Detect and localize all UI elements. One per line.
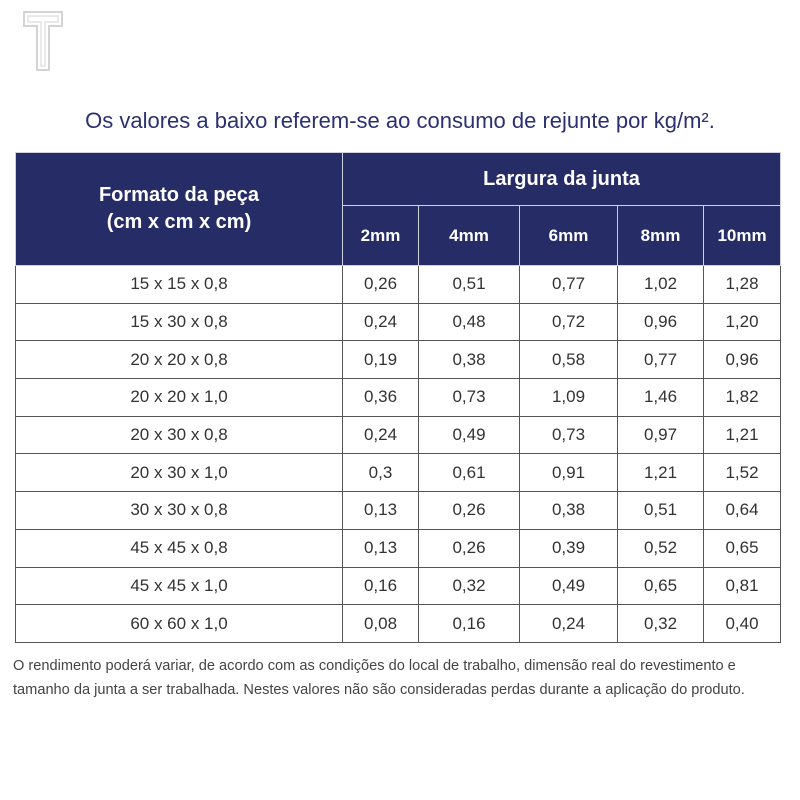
value-cell: 0,58	[519, 340, 618, 380]
value-cell: 0,51	[617, 491, 704, 530]
subheader-row: 2mm 4mm 6mm 8mm 10mm	[16, 205, 782, 266]
value-cell: 0,36	[342, 378, 419, 417]
table-head: Formato da peça (cm x cm x cm) Largura da…	[15, 152, 782, 266]
table-row: 45 x 45 x 1,0 0,16 0,32 0,49 0,65 0,81	[15, 566, 782, 606]
format-cell: 20 x 20 x 0,8	[15, 340, 343, 380]
value-cell: 0,48	[418, 302, 520, 342]
logo	[23, 11, 63, 71]
table-row: 20 x 20 x 0,8 0,19 0,38 0,58 0,77 0,96	[15, 340, 782, 380]
value-cell: 0,19	[342, 340, 419, 380]
value-cell: 0,61	[418, 453, 520, 493]
format-cell: 20 x 30 x 1,0	[15, 453, 343, 493]
value-cell: 0,73	[519, 415, 618, 455]
title: Os valores a baixo referem-se ao consumo…	[85, 108, 715, 133]
value-cell: 0,96	[702, 340, 782, 380]
value-cell: 0,13	[342, 491, 419, 530]
value-cell: 0,26	[418, 491, 520, 530]
format-cell: 20 x 20 x 1,0	[15, 378, 343, 417]
footnote: O rendimento poderá variar, de acordo co…	[13, 658, 745, 698]
value-cell: 1,28	[702, 265, 782, 304]
value-cell: 1,82	[702, 378, 782, 417]
table-row: 45 x 45 x 0,8 0,13 0,26 0,39 0,52 0,65	[15, 528, 782, 568]
table-row: 60 x 60 x 1,0 0,08 0,16 0,24 0,32 0,40	[15, 604, 782, 643]
value-cell: 0,77	[617, 340, 704, 380]
value-cell: 0,91	[519, 453, 618, 493]
value-cell: 0,32	[418, 566, 520, 606]
table-row: 20 x 20 x 1,0 0,36 0,73 1,09 1,46 1,82	[15, 378, 782, 417]
format-cell: 45 x 45 x 1,0	[15, 566, 343, 606]
column-header: 8mm	[617, 205, 704, 266]
value-cell: 0,72	[519, 302, 618, 342]
value-cell: 0,96	[617, 302, 704, 342]
value-cell: 0,24	[342, 415, 419, 455]
table-row: 15 x 30 x 0,8 0,24 0,48 0,72 0,96 1,20	[15, 302, 782, 342]
value-cell: 0,97	[617, 415, 704, 455]
value-cell: 0,77	[519, 265, 618, 304]
format-cell: 20 x 30 x 0,8	[15, 415, 343, 455]
value-cell: 0,16	[342, 566, 419, 606]
value-cell: 0,3	[342, 453, 419, 493]
value-cell: 0,40	[702, 604, 782, 643]
value-cell: 1,46	[617, 378, 704, 417]
value-cell: 0,81	[702, 566, 782, 606]
table-row: 20 x 30 x 0,8 0,24 0,49 0,73 0,97 1,21	[15, 415, 782, 455]
format-cell: 15 x 30 x 0,8	[15, 302, 343, 342]
value-cell: 0,65	[702, 528, 782, 568]
value-cell: 0,32	[617, 604, 704, 643]
value-cell: 0,49	[519, 566, 618, 606]
value-cell: 1,21	[617, 453, 704, 493]
format-header-line: (cm x cm x cm)	[106, 211, 252, 233]
format-cell: 15 x 15 x 0,8	[15, 265, 343, 304]
format-cell: 30 x 30 x 0,8	[15, 491, 343, 530]
column-header: 2mm	[342, 205, 419, 266]
value-cell: 0,08	[342, 604, 419, 643]
value-cell: 1,20	[702, 302, 782, 342]
value-cell: 0,64	[702, 491, 782, 530]
value-cell: 0,24	[342, 302, 419, 342]
group-header: Largura da junta	[341, 152, 782, 206]
format-header: Formato da peça (cm x cm x cm)	[15, 152, 343, 266]
table-row: 20 x 30 x 1,0 0,3 0,61 0,91 1,21 1,52	[15, 453, 782, 493]
format-cell: 45 x 45 x 0,8	[15, 528, 343, 568]
value-cell: 0,16	[418, 604, 520, 643]
value-cell: 0,52	[617, 528, 704, 568]
value-cell: 0,73	[418, 378, 520, 417]
value-cell: 0,38	[418, 340, 520, 380]
value-cell: 0,24	[519, 604, 618, 643]
column-header: 6mm	[519, 205, 618, 266]
value-cell: 1,21	[702, 415, 782, 455]
value-cell: 1,09	[519, 378, 618, 417]
column-header: 4mm	[418, 205, 520, 266]
table-row: 30 x 30 x 0,8 0,13 0,26 0,38 0,51 0,64	[15, 491, 782, 530]
table-body: 15 x 15 x 0,8 0,26 0,51 0,77 1,02 1,28 15 x 30…	[15, 265, 782, 643]
value-cell: 0,39	[519, 528, 618, 568]
column-header: 10mm	[702, 205, 782, 266]
value-cell: 0,26	[418, 528, 520, 568]
value-cell: 0,38	[519, 491, 618, 530]
value-cell: 1,52	[702, 453, 782, 493]
format-header-line: Formato da peça	[98, 184, 260, 206]
consumption-table: Formato da peça (cm x cm x cm) Largura da…	[15, 152, 782, 643]
header-row: Formato da peça (cm x cm x cm) Largura da…	[15, 152, 782, 266]
format-cell: 60 x 60 x 1,0	[15, 604, 343, 643]
value-cell: 0,26	[342, 265, 419, 304]
value-cell: 0,51	[418, 265, 520, 304]
value-cell: 0,13	[342, 528, 419, 568]
value-cell: 0,65	[617, 566, 704, 606]
value-cell: 0,49	[418, 415, 520, 455]
table-row: 15 x 15 x 0,8 0,26 0,51 0,77 1,02 1,28	[15, 265, 782, 304]
value-cell: 1,02	[617, 265, 704, 304]
